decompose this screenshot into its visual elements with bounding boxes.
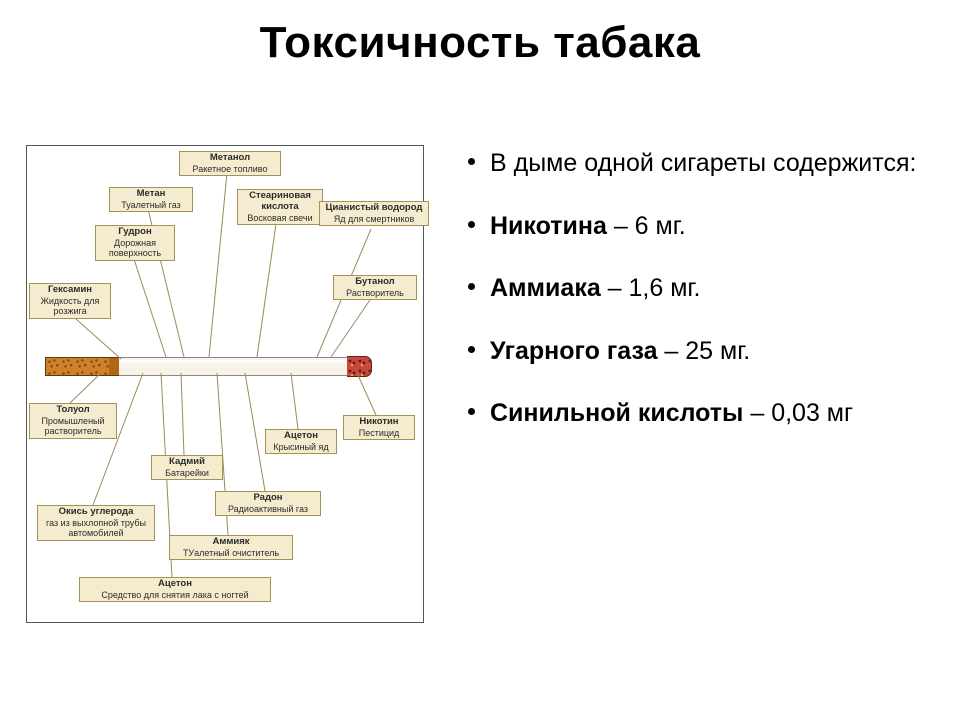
label-co-name: Окись углерода	[40, 507, 152, 518]
label-metanol: МетанолРакетное топливо	[179, 151, 281, 176]
label-hcn-desc: Яд для смертников	[322, 214, 426, 224]
content-item-1-name: Аммиака	[490, 274, 601, 302]
label-aceton2: АцетонКрысиный яд	[265, 429, 337, 454]
label-kadmiy-desc: Батарейки	[154, 468, 220, 478]
label-nikotin-name: Никотин	[346, 417, 412, 428]
label-gudron-desc: Дорожная поверхность	[98, 238, 172, 259]
label-ammiak-name: Аммияк	[172, 537, 290, 548]
label-butanol-name: Бутанол	[336, 277, 414, 288]
label-radon-name: Радон	[218, 493, 318, 504]
label-toluol: ТолуолПромышленый растворитель	[29, 403, 117, 439]
label-metanol-desc: Ракетное топливо	[182, 164, 278, 174]
label-aceton2-name: Ацетон	[268, 431, 334, 442]
label-radon-desc: Радиоактивный газ	[218, 504, 318, 514]
label-metanol-name: Метанол	[182, 153, 278, 164]
label-nikotin-desc: Пестицид	[346, 428, 412, 438]
content-item-2: Угарного газа – 25 мг.	[468, 336, 938, 367]
content-item-0-name: Никотина	[490, 212, 607, 240]
label-ammiak: АммиякТУалетный очиститель	[169, 535, 293, 560]
label-butanol: БутанолРастворитель	[333, 275, 417, 300]
label-radon: РадонРадиоактивный газ	[215, 491, 321, 516]
label-nikotin: НикотинПестицид	[343, 415, 415, 440]
label-co: Окись углеродагаз из выхлопной трубы авт…	[37, 505, 155, 541]
contents-list: В дыме одной сигареты содержится: Никотин…	[468, 148, 938, 461]
content-item-3-name: Синильной кислоты	[490, 399, 743, 427]
label-hcn: Цианистый водородЯд для смертников	[319, 201, 429, 226]
label-toluol-desc: Промышленый растворитель	[32, 416, 114, 437]
content-item-1: Аммиака – 1,6 мг.	[468, 273, 938, 304]
label-geksamin-desc: Жидкость для розжига	[32, 296, 108, 317]
page-title: Токсичность табака	[0, 18, 960, 68]
label-stearin: Стеариновая кислотаВосковая свечи	[237, 189, 323, 225]
label-hcn-name: Цианистый водород	[322, 203, 426, 214]
label-metan: МетанТуалетный газ	[109, 187, 193, 212]
content-item-2-name: Угарного газа	[490, 337, 657, 365]
label-stearin-desc: Восковая свечи	[240, 213, 320, 223]
label-ammiak-desc: ТУалетный очиститель	[172, 548, 290, 558]
label-geksamin-name: Гексамин	[32, 285, 108, 296]
label-toluol-name: Толуол	[32, 405, 114, 416]
label-metan-desc: Туалетный газ	[112, 200, 190, 210]
label-aceton2-desc: Крысиный яд	[268, 442, 334, 452]
label-aceton1-desc: Средство для снятия лака с ногтей	[82, 590, 268, 600]
label-metan-name: Метан	[112, 189, 190, 200]
label-co-desc: газ из выхлопной трубы автомобилей	[40, 518, 152, 539]
label-gudron-name: Гудрон	[98, 227, 172, 238]
contents-ul: В дыме одной сигареты содержится: Никотин…	[468, 148, 938, 429]
label-kadmiy: КадмийБатарейки	[151, 455, 223, 480]
label-stearin-name: Стеариновая кислота	[240, 191, 320, 213]
content-item-3-value: – 0,03 мг	[743, 399, 853, 427]
label-kadmiy-name: Кадмий	[154, 457, 220, 468]
label-butanol-desc: Растворитель	[336, 288, 414, 298]
label-geksamin: ГексаминЖидкость для розжига	[29, 283, 111, 319]
content-item-0-value: – 6 мг.	[607, 212, 686, 240]
label-aceton1: АцетонСредство для снятия лака с ногтей	[79, 577, 271, 602]
content-item-0: Никотина – 6 мг.	[468, 211, 938, 242]
label-gudron: ГудронДорожная поверхность	[95, 225, 175, 261]
content-item-3: Синильной кислоты – 0,03 мг	[468, 398, 938, 429]
content-item-2-value: – 25 мг.	[657, 337, 750, 365]
label-aceton1-name: Ацетон	[82, 579, 268, 590]
cigarette-diagram: МетанолРакетное топливо МетанТуалетный га…	[26, 145, 424, 623]
intro-line: В дыме одной сигареты содержится:	[468, 148, 938, 179]
content-item-1-value: – 1,6 мг.	[601, 274, 701, 302]
